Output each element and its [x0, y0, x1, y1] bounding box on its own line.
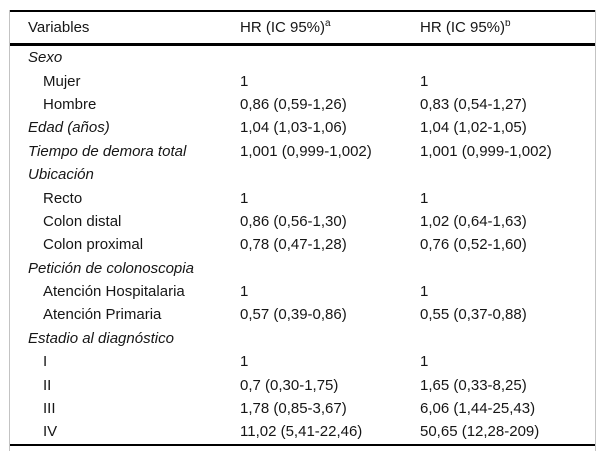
hr-b-value: 50,65 (12,28-209)	[420, 424, 540, 440]
hr-b-value: 1	[420, 190, 429, 206]
table-body: Sexo Mujer 1 1 Hombre 0,86 (0,59-1,26) 0…	[10, 46, 595, 446]
table-row: Ubicación	[10, 163, 595, 186]
column-header-hr-a: HR (IC 95%)a	[240, 20, 331, 35]
row-label: Colon distal	[43, 213, 122, 229]
row-label: I	[43, 354, 48, 370]
row-label: Hombre	[43, 96, 97, 112]
hr-a-value: 1	[240, 190, 249, 206]
hr-b-value: 0,76 (0,52-1,60)	[420, 237, 527, 253]
hr-a-value: 1	[240, 284, 249, 300]
column-header-superscript-b: b	[505, 20, 511, 29]
row-label: Mujer	[43, 73, 81, 89]
hr-a-value: 1,04 (1,03-1,06)	[240, 120, 347, 136]
hr-b-value: 1	[420, 73, 429, 89]
table-row: III 1,78 (0,85-3,67) 6,06 (1,44-25,43)	[10, 397, 595, 420]
hr-a-value: 0,78 (0,47-1,28)	[240, 237, 347, 253]
hr-a-value: 0,86 (0,59-1,26)	[240, 96, 347, 112]
row-label: II	[43, 377, 52, 393]
results-table: Variables HR (IC 95%)a HR (IC 95%)b Sexo…	[9, 10, 596, 451]
hr-a-value: 11,02 (5,41-22,46)	[240, 424, 363, 440]
table-row: Hombre 0,86 (0,59-1,26) 0,83 (0,54-1,27)	[10, 93, 595, 116]
hr-b-value: 1,001 (0,999-1,002)	[420, 143, 552, 159]
row-label: Tiempo de demora total	[28, 143, 187, 159]
hr-a-value: 0,86 (0,56-1,30)	[240, 213, 347, 229]
hr-a-value: 1,001 (0,999-1,002)	[240, 143, 372, 159]
row-label: III	[43, 401, 56, 417]
table-header-row: Variables HR (IC 95%)a HR (IC 95%)b	[10, 10, 595, 46]
table-row: I 1 1	[10, 350, 595, 373]
row-label: Colon proximal	[43, 237, 144, 253]
hr-b-value: 1,02 (0,64-1,63)	[420, 213, 527, 229]
row-label: Estadio al diagnóstico	[28, 330, 174, 346]
table-row: Atención Primaria 0,57 (0,39-0,86) 0,55 …	[10, 303, 595, 326]
table-row: Recto 1 1	[10, 186, 595, 209]
row-label: Petición de colonoscopia	[28, 260, 194, 276]
row-label: Ubicación	[28, 167, 94, 183]
row-label: Sexo	[28, 50, 63, 66]
hr-b-value: 1	[420, 284, 429, 300]
row-label: IV	[43, 424, 58, 440]
column-header-hr-b: HR (IC 95%)b	[420, 20, 511, 35]
hr-b-value: 0,83 (0,54-1,27)	[420, 96, 527, 112]
table-row: Sexo	[10, 46, 595, 69]
column-header-variables: Variables	[28, 20, 90, 35]
table-row: Colon distal 0,86 (0,56-1,30) 1,02 (0,64…	[10, 210, 595, 233]
hr-a-value: 1,78 (0,85-3,67)	[240, 401, 347, 417]
row-label: Atención Primaria	[43, 307, 162, 323]
hr-b-value: 6,06 (1,44-25,43)	[420, 401, 536, 417]
hr-b-value: 0,55 (0,37-0,88)	[420, 307, 527, 323]
hr-a-value: 1	[240, 354, 249, 370]
hr-b-value: 1	[420, 354, 429, 370]
table-row: Colon proximal 0,78 (0,47-1,28) 0,76 (0,…	[10, 233, 595, 256]
table-row: Mujer 1 1	[10, 69, 595, 92]
hr-b-value: 1,04 (1,02-1,05)	[420, 120, 527, 136]
table-row: Petición de colonoscopia	[10, 257, 595, 280]
row-label: Edad (años)	[28, 120, 110, 136]
table-row: II 0,7 (0,30-1,75) 1,65 (0,33-8,25)	[10, 373, 595, 396]
hr-a-value: 0,7 (0,30-1,75)	[240, 377, 339, 393]
hr-a-value: 1	[240, 73, 249, 89]
column-header-superscript-a: a	[325, 20, 331, 29]
table-row: Tiempo de demora total 1,001 (0,999-1,00…	[10, 140, 595, 163]
row-label: Atención Hospitalaria	[43, 284, 185, 300]
table-row: Estadio al diagnóstico	[10, 327, 595, 350]
hr-b-value: 1,65 (0,33-8,25)	[420, 377, 527, 393]
hr-a-value: 0,57 (0,39-0,86)	[240, 307, 347, 323]
row-label: Recto	[43, 190, 83, 206]
table-row: Atención Hospitalaria 1 1	[10, 280, 595, 303]
table-row: IV 11,02 (5,41-22,46) 50,65 (12,28-209)	[10, 420, 595, 443]
table-row: Edad (años) 1,04 (1,03-1,06) 1,04 (1,02-…	[10, 116, 595, 139]
